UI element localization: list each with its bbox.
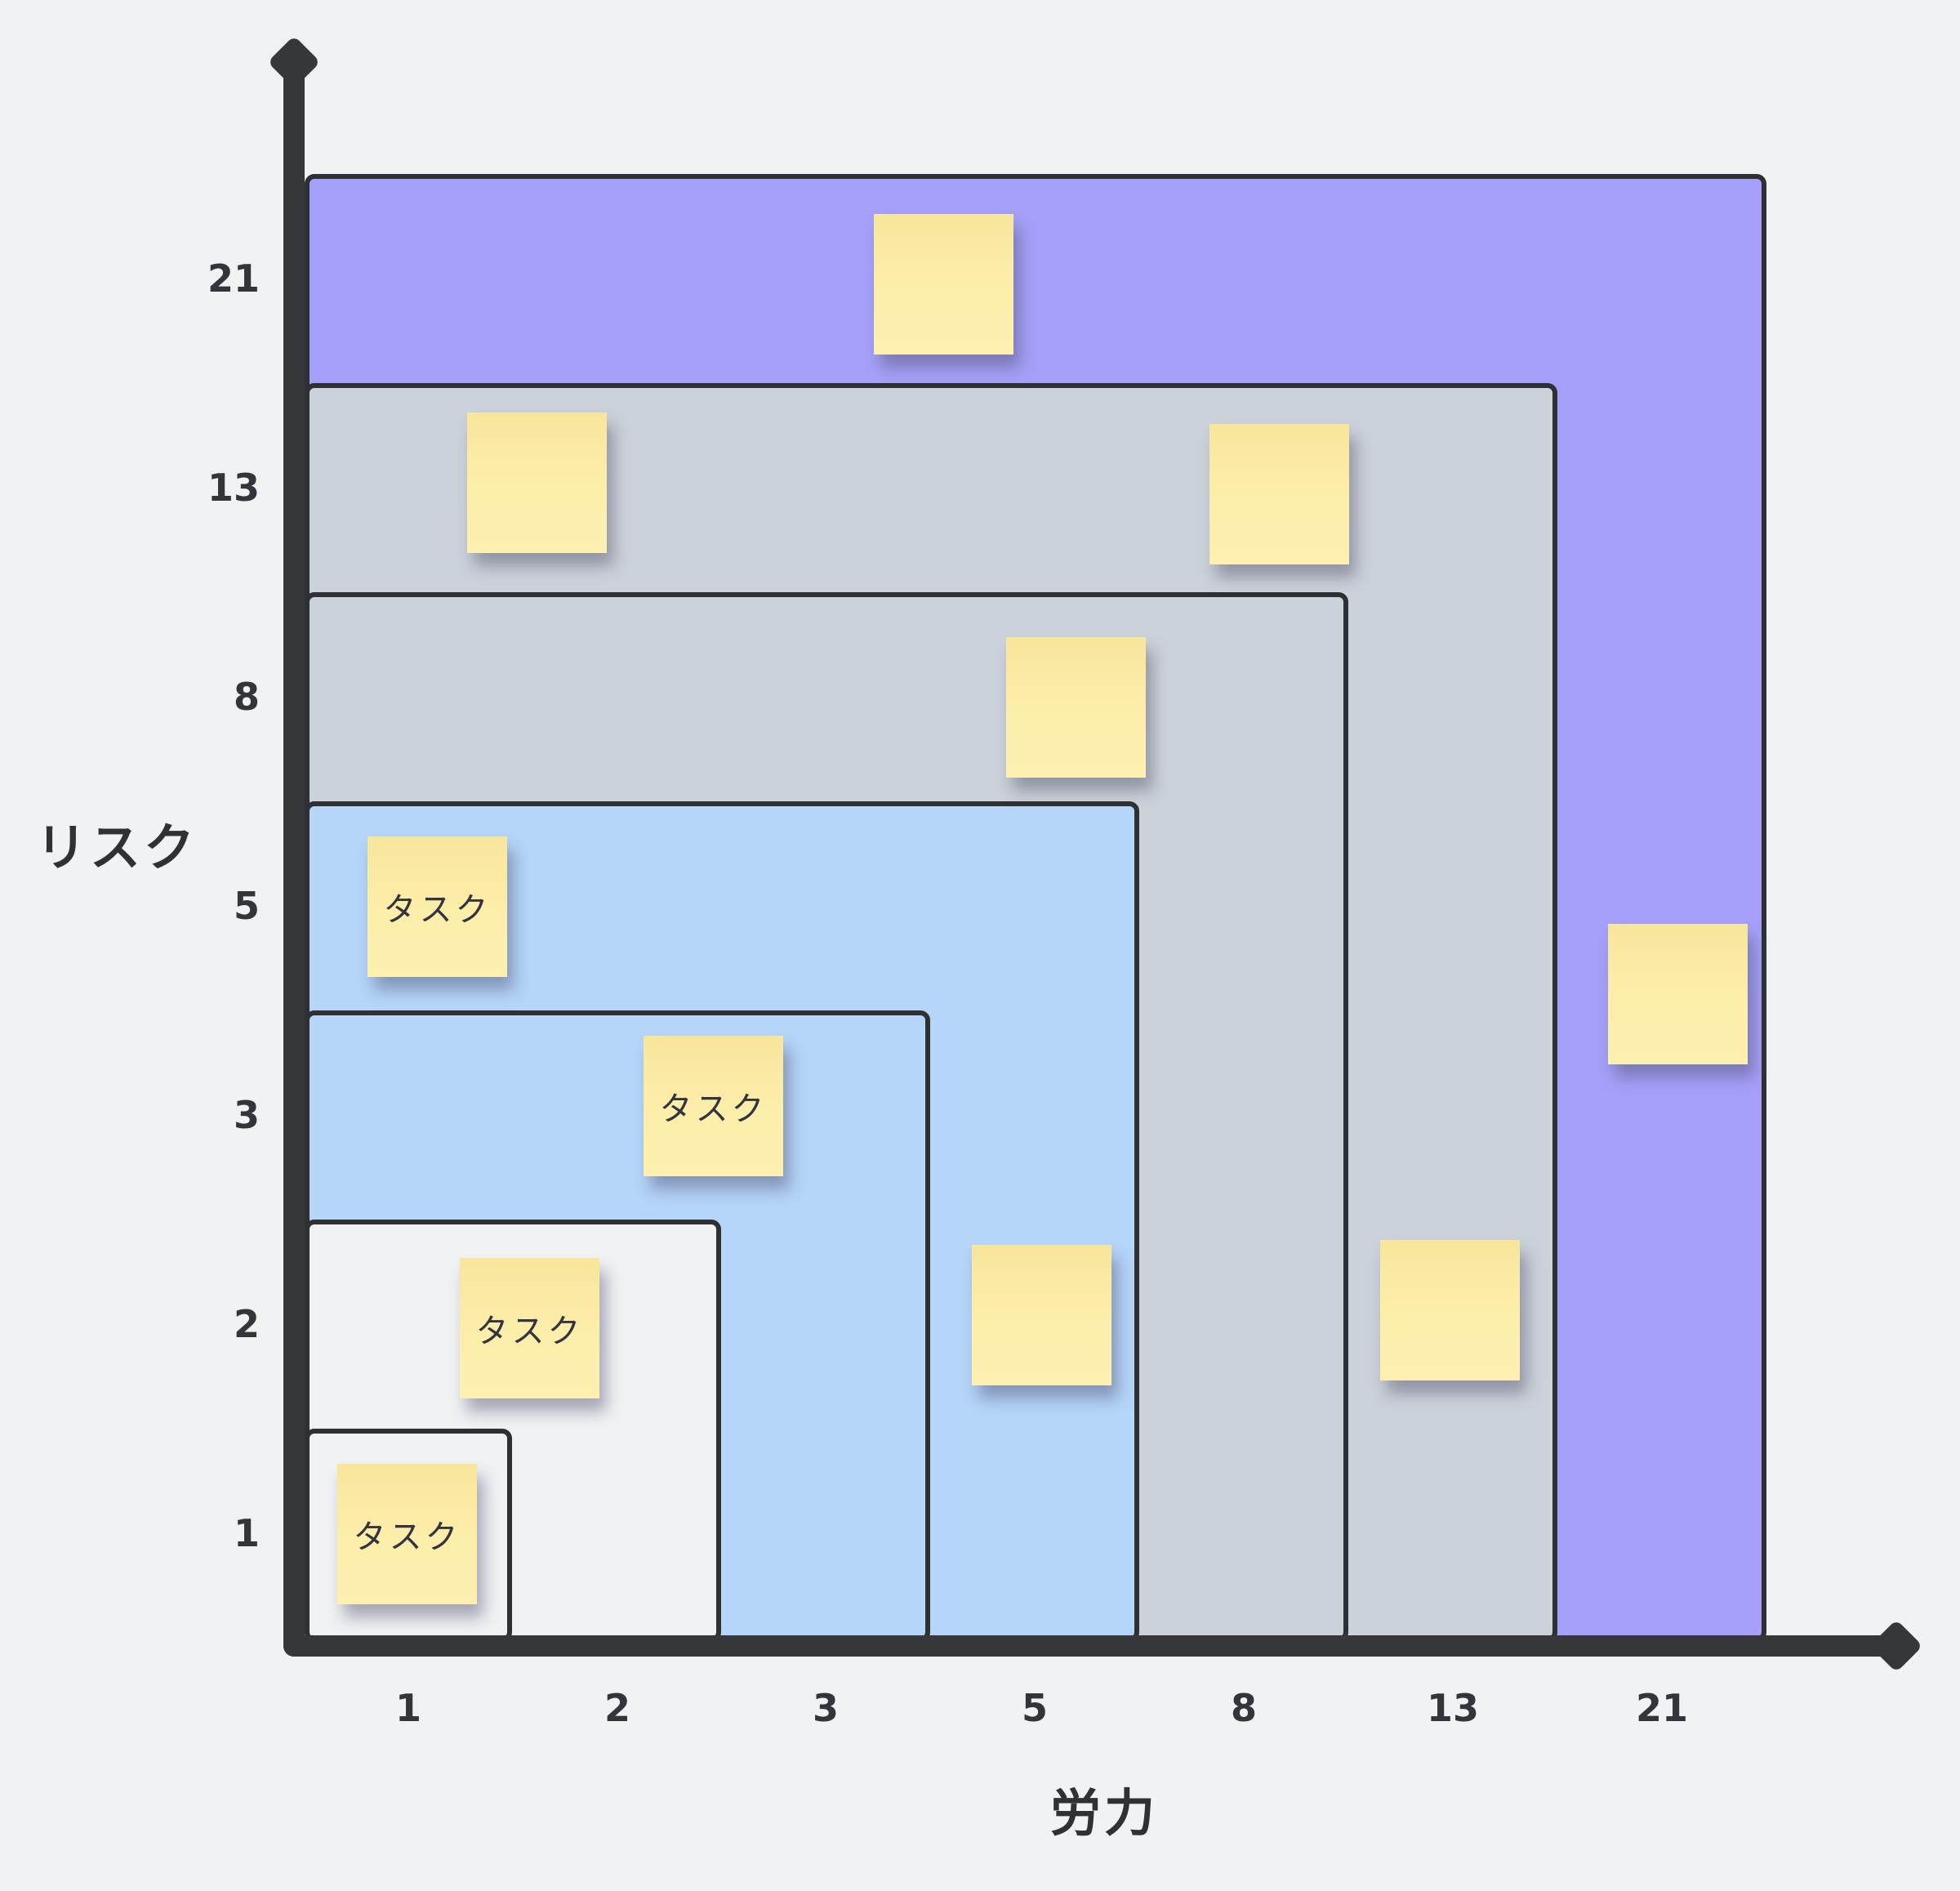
sticky-note-label: タスク [383,891,492,929]
sticky-note-blank[interactable] [1380,1240,1520,1380]
sticky-note-blank[interactable] [1608,924,1748,1064]
y-tick-5: 5 [233,884,260,928]
x-tick-21: 21 [1635,1686,1688,1730]
sticky-note-task[interactable]: タスク [368,836,507,977]
sticky-note-task[interactable]: タスク [460,1258,599,1398]
y-axis-arrow-up-icon [267,35,321,89]
y-tick-1: 1 [233,1511,260,1555]
sticky-note-blank[interactable] [874,214,1013,355]
x-axis-line [283,1635,1911,1657]
y-tick-21: 21 [207,256,260,301]
sticky-note-blank[interactable] [1209,424,1349,564]
y-tick-2: 2 [233,1302,260,1346]
x-tick-2: 2 [604,1686,630,1730]
sticky-note-blank[interactable] [467,413,607,553]
sticky-note-blank[interactable] [972,1245,1111,1385]
sticky-note-label: タスク [353,1519,461,1556]
sticky-note-label: タスク [475,1313,584,1350]
y-tick-8: 8 [233,675,260,719]
x-axis-arrow-right-icon [1869,1619,1923,1673]
sticky-note-label: タスク [659,1090,768,1128]
y-axis-title: リスク [35,818,198,877]
sticky-note-task[interactable]: タスク [337,1464,477,1604]
y-tick-3: 3 [233,1093,260,1137]
x-tick-3: 3 [812,1686,839,1730]
x-tick-13: 13 [1426,1686,1479,1730]
x-tick-5: 5 [1021,1686,1048,1730]
y-axis-line [283,49,305,1657]
sticky-note-blank[interactable] [1006,637,1146,778]
x-tick-8: 8 [1230,1686,1257,1730]
x-tick-1: 1 [394,1686,421,1730]
y-tick-13: 13 [207,466,260,510]
x-axis-title: 労力 [1049,1783,1158,1843]
sticky-note-task[interactable]: タスク [644,1036,783,1176]
